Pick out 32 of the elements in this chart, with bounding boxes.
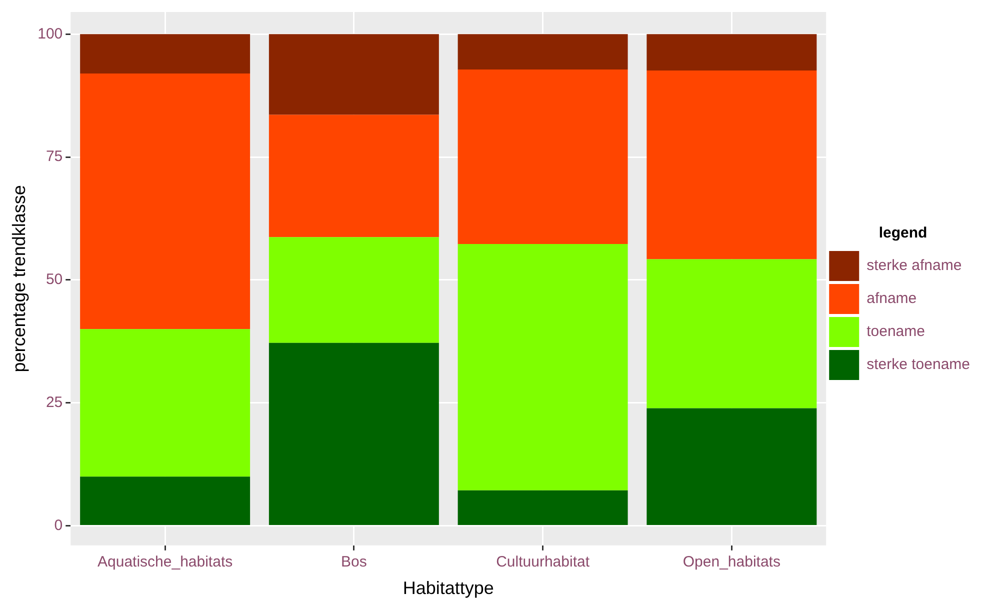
bar bbox=[458, 244, 628, 490]
y-axis-title: percentage trendklasse bbox=[8, 185, 29, 372]
x-tick-label: Cultuurhabitat bbox=[496, 554, 590, 571]
legend-label: afname bbox=[866, 290, 917, 308]
legend-label: sterke afname bbox=[866, 257, 962, 274]
bar bbox=[268, 237, 439, 343]
y-tick-label: 0 bbox=[54, 516, 63, 534]
bar bbox=[646, 34, 817, 70]
legend-title: legend bbox=[878, 224, 928, 242]
x-tick-label: Bos bbox=[341, 554, 367, 571]
bar bbox=[646, 408, 817, 525]
bar bbox=[80, 34, 250, 74]
bar bbox=[80, 476, 250, 525]
y-tick-label: 25 bbox=[46, 394, 63, 411]
bar bbox=[80, 329, 250, 477]
bar bbox=[80, 73, 250, 330]
y-tick-label: 100 bbox=[38, 25, 63, 42]
bar bbox=[268, 114, 439, 238]
bar bbox=[268, 34, 439, 115]
x-tick-label: Aquatische_habitats bbox=[98, 554, 233, 571]
x-tick-label: Open_habitats bbox=[682, 554, 780, 571]
y-tick-label: 75 bbox=[46, 148, 63, 166]
bar bbox=[646, 70, 817, 260]
bar bbox=[458, 34, 628, 70]
bar bbox=[268, 342, 439, 525]
x-axis-title: Habitattype bbox=[402, 578, 494, 598]
bar bbox=[458, 70, 628, 244]
bar bbox=[458, 490, 628, 525]
y-tick-label: 50 bbox=[46, 271, 63, 288]
legend-label: sterke toename bbox=[866, 356, 970, 374]
legend-label: toename bbox=[866, 323, 925, 340]
bar bbox=[646, 259, 817, 408]
